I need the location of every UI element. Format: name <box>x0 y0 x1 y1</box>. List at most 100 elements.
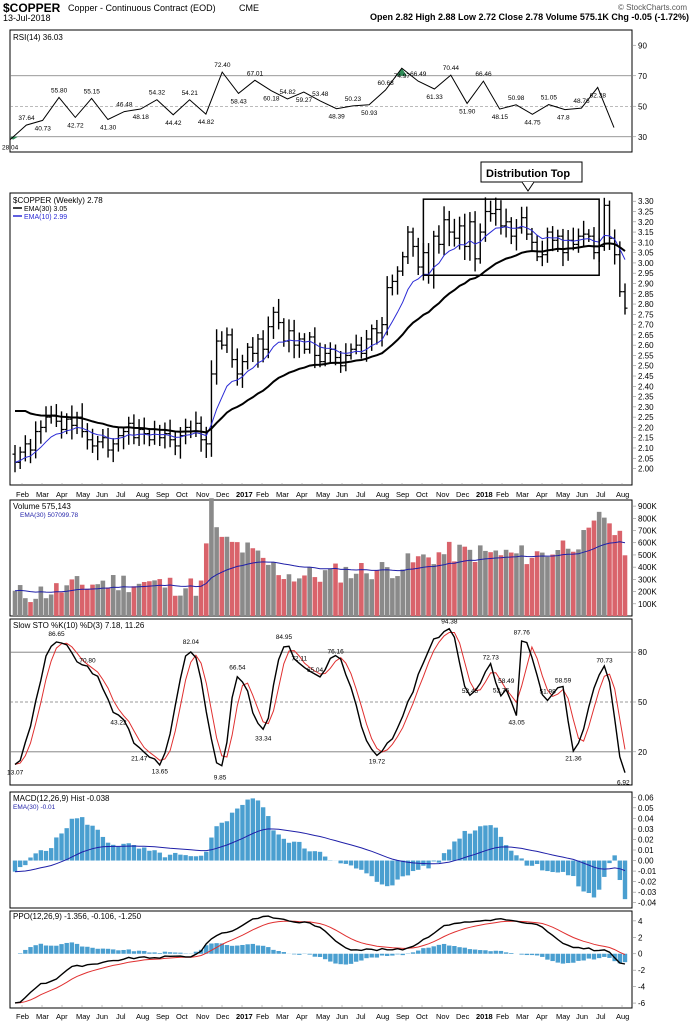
price-axis-tick-label: 2.15 <box>638 434 654 443</box>
macd-hist-bar <box>260 807 266 861</box>
ppo-hist-bar <box>95 948 100 954</box>
macd-hist-bar <box>317 851 323 861</box>
stochastic-data-label: 13.07 <box>7 769 24 776</box>
x-axis-label: Aug <box>376 490 389 499</box>
ppo-hist-bar <box>291 953 297 955</box>
x-axis-label-bottom: Mar <box>36 1012 49 1021</box>
volume-bar <box>555 550 561 616</box>
stochastic-data-label: 33.34 <box>255 736 272 743</box>
rsi-data-label: 40.73 <box>35 125 52 132</box>
ppo-hist-bar <box>534 953 540 956</box>
volume-bar <box>250 548 256 616</box>
volume-bar <box>539 552 545 616</box>
ppo-hist-bar <box>162 951 168 954</box>
x-axis-label-bottom: Nov <box>196 1012 210 1021</box>
rsi-data-label: 66.46 <box>475 71 492 78</box>
volume-bar <box>297 578 302 616</box>
volume-bar <box>374 570 380 616</box>
price-axis-tick-label: 2.00 <box>638 465 654 474</box>
ppo-hist-bar <box>157 953 162 954</box>
macd-axis-tick-label: 0.04 <box>638 814 654 823</box>
macd-hist-bar <box>581 860 586 892</box>
ppo-hist-bar <box>85 946 90 954</box>
macd-hist-bar <box>405 860 411 876</box>
ppo-hist-bar <box>364 953 369 959</box>
volume-bar <box>224 536 230 616</box>
volume-bar <box>193 595 199 616</box>
distribution-top-box <box>422 198 600 277</box>
rsi-data-label: 54.82 <box>280 89 297 96</box>
price-axis-tick-label: 3.20 <box>638 218 654 227</box>
volume-bar <box>121 575 126 616</box>
x-axis-label-bottom: Apr <box>296 1012 308 1021</box>
macd-hist-bar <box>447 849 452 861</box>
macd-hist-bar <box>23 860 28 866</box>
macd-hist-bar <box>343 860 349 864</box>
volume-bar <box>178 595 183 616</box>
ppo-hist-bar <box>178 952 183 954</box>
price-axis-tick-label: 2.55 <box>638 351 654 360</box>
macd-hist-bar <box>80 817 85 861</box>
volume-bar <box>493 550 499 616</box>
x-axis-label-bottom: Sep <box>396 1012 409 1021</box>
price-axis-tick-label: 3.05 <box>638 249 654 258</box>
x-axis-label-bottom: Apr <box>536 1012 548 1021</box>
macd-hist-bar <box>395 860 400 880</box>
macd-hist-bar <box>612 855 617 861</box>
macd-hist-bar <box>312 851 318 861</box>
ppo-hist-bar <box>519 953 524 955</box>
ppo-hist-bar <box>493 950 498 954</box>
macd-hist-bar <box>410 860 416 872</box>
x-axis-label-bottom: Mar <box>516 1012 529 1021</box>
volume-bar <box>503 549 509 616</box>
volume-bar <box>17 585 23 616</box>
macd-hist-bar <box>348 860 354 866</box>
volume-bar <box>612 535 617 616</box>
macd-hist-bar <box>281 838 287 861</box>
ppo-hist-bar <box>121 949 126 954</box>
macd-hist-bar <box>390 860 395 886</box>
rsi-data-label: 67.01 <box>247 70 264 77</box>
stochastic-data-label: 51.98 <box>539 689 556 696</box>
ppo-hist-bar <box>54 945 59 954</box>
x-axis-label: Mar <box>36 490 49 499</box>
x-axis-label: Dec <box>456 490 470 499</box>
ppo-hist-bar <box>193 951 199 954</box>
price-axis-tick-label: 2.50 <box>638 362 654 371</box>
macd-hist-bar <box>400 860 405 877</box>
macd-hist-bar <box>255 800 261 861</box>
rsi-data-label: 44.75 <box>524 119 541 126</box>
macd-hist-bar <box>467 833 473 861</box>
volume-axis-tick-label: 200K <box>638 588 657 597</box>
macd-axis-tick-label: 0.05 <box>638 804 654 813</box>
volume-bar <box>291 581 297 616</box>
volume-bar <box>421 554 426 616</box>
macd-hist-bar <box>38 850 44 861</box>
ema10-line <box>14 225 626 463</box>
stochastic-data-label: 87.76 <box>514 629 531 636</box>
macd-hist-bar <box>100 836 106 861</box>
volume-ema-line <box>14 541 626 593</box>
macd-hist-bar <box>550 860 555 873</box>
macd-hist-bar <box>193 856 199 861</box>
macd-hist-bar <box>364 860 369 874</box>
macd-axis-tick-label: -0.04 <box>638 899 657 908</box>
volume-bar <box>622 555 628 616</box>
x-axis-label: Jun <box>336 490 348 499</box>
ppo-hist-bar <box>23 949 28 954</box>
volume-bar <box>441 554 447 616</box>
macd-axis-tick-label: -0.01 <box>638 867 657 876</box>
ppo-hist-bar <box>235 945 240 954</box>
ppo-hist-bar <box>416 950 421 954</box>
x-axis-label: Dec <box>216 490 230 499</box>
macd-hist-bar <box>493 827 498 861</box>
ppo-hist-bar <box>142 950 147 954</box>
rsi-data-label: 58.43 <box>231 98 248 105</box>
volume-bar <box>348 578 354 616</box>
macd-hist-bar <box>509 850 514 861</box>
ppo-hist-bar <box>410 952 416 954</box>
volume-bar <box>302 575 307 616</box>
volume-bar <box>209 498 214 616</box>
ppo-hist-bar <box>229 945 235 954</box>
macd-hist-bar <box>483 825 488 861</box>
